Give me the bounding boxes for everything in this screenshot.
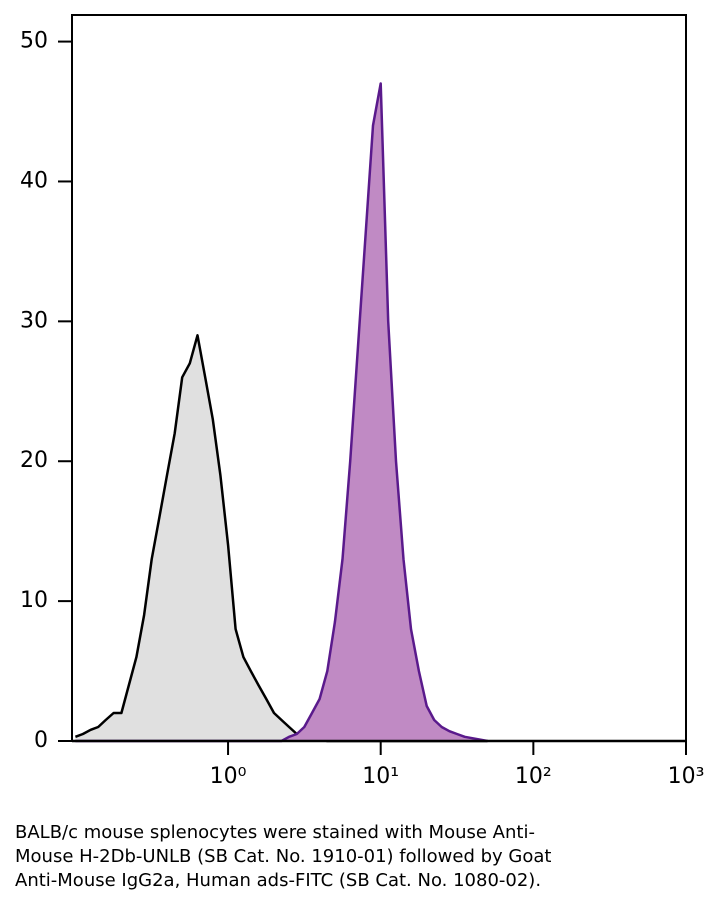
y-tick-label: 10 [20, 588, 48, 613]
caption: BALB/c mouse splenocytes were stained wi… [15, 822, 551, 891]
x-tick-label: 10² [515, 764, 552, 789]
area-fill [75, 83, 488, 741]
caption-line: BALB/c mouse splenocytes were stained wi… [15, 822, 535, 843]
caption-line: Mouse H-2Db-UNLB (SB Cat. No. 1910-01) f… [15, 846, 551, 867]
y-tick-label: 20 [20, 448, 48, 473]
line [75, 82, 488, 743]
x-tick-label: 10¹ [362, 764, 399, 789]
area-fill [75, 335, 488, 741]
caption-line: Anti-Mouse IgG2a, Human ads-FITC (SB Cat… [15, 870, 541, 891]
y-tick-label: 0 [34, 728, 48, 753]
y-tick-label: 50 [20, 29, 48, 54]
x-tick-label: 10⁰ [210, 764, 247, 789]
y-tick-label: 40 [20, 168, 48, 193]
x-tick-label: 10³ [668, 764, 705, 789]
y-tick-label: 30 [20, 308, 48, 333]
